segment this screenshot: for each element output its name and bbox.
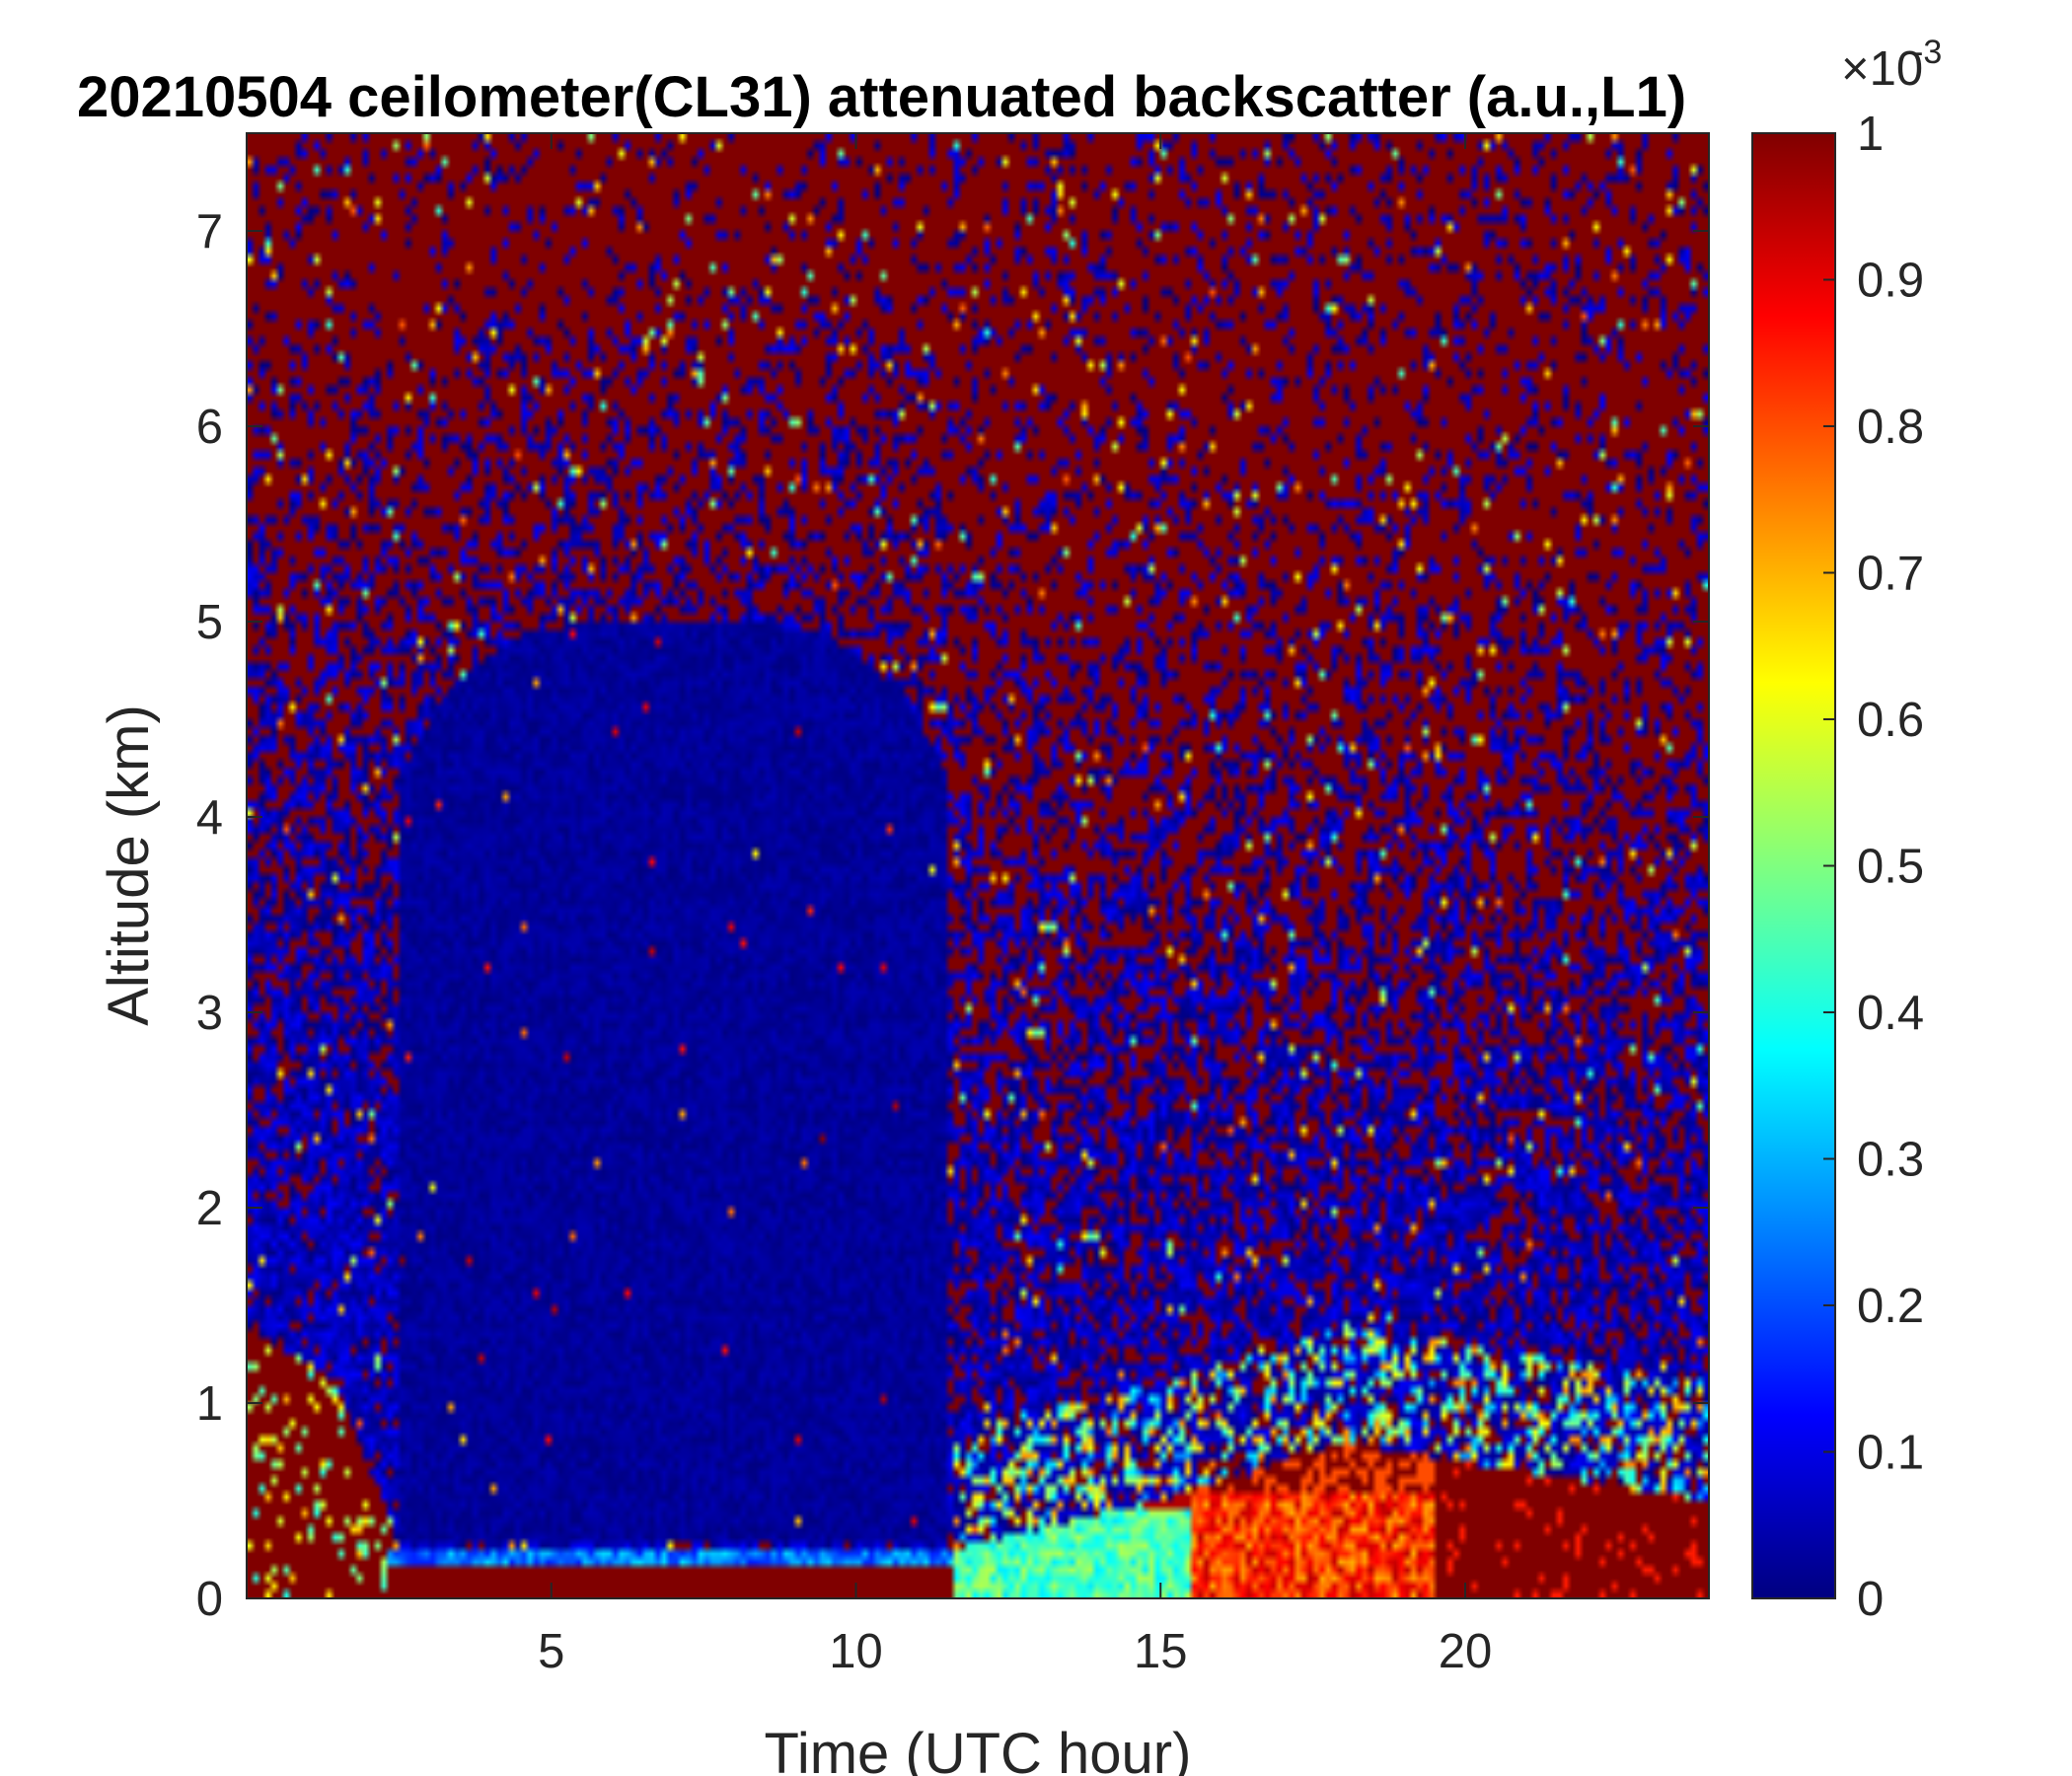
colorbar-tick-label: 0.6 — [1857, 694, 1924, 747]
x-tick-label: 5 — [538, 1625, 564, 1678]
y-ticks: 0 1 2 3 4 5 6 7 — [196, 205, 1709, 1626]
y-tick-label: 2 — [196, 1182, 223, 1235]
y-tick-label: 5 — [196, 596, 223, 649]
heatmap-raster — [247, 133, 1709, 1598]
colorbar-tick-label: 0.8 — [1857, 401, 1924, 454]
colorbar-ticks: 0 0.1 0.2 0.3 0.4 0.5 0.6 0.7 0.8 0.9 1 — [1823, 108, 1924, 1626]
colorbar-tick-label: 0 — [1857, 1573, 1884, 1626]
colorbar-tick-label: 0.2 — [1857, 1280, 1924, 1333]
colorbar-tick-label: 0.7 — [1857, 548, 1924, 601]
colorbar-tick-label: 0.5 — [1857, 841, 1924, 894]
y-axis-label: Altitude (km) — [97, 704, 161, 1026]
colorbar-exponent: -3 — [1912, 34, 1942, 71]
x-ticks: 5 10 15 20 — [538, 133, 1492, 1678]
colorbar-tick-label: 0.9 — [1857, 255, 1924, 308]
colorbar-exponent-base: ×10 — [1841, 42, 1923, 96]
x-tick-label: 15 — [1134, 1625, 1188, 1678]
colorbar — [1751, 132, 1836, 1599]
y-tick-label: 1 — [196, 1377, 223, 1431]
y-tick-label: 7 — [196, 205, 223, 259]
y-tick-label: 0 — [196, 1573, 223, 1626]
colorbar-tick-label: 0.1 — [1857, 1427, 1924, 1480]
colorbar-tick-label: 0.3 — [1857, 1134, 1924, 1187]
heatmap-image — [247, 133, 1709, 1598]
y-tick-label: 4 — [196, 791, 223, 845]
chart-title: 20210504 ceilometer(CL31) attenuated bac… — [77, 65, 1686, 129]
x-tick-label: 10 — [829, 1625, 883, 1678]
x-tick-label: 20 — [1439, 1625, 1493, 1678]
y-tick-label: 6 — [196, 401, 223, 454]
axes-frame — [246, 132, 1710, 1599]
colorbar-tick-label: 1 — [1857, 108, 1884, 161]
y-tick-label: 3 — [196, 987, 223, 1040]
colorbar-tick-label: 0.4 — [1857, 987, 1924, 1040]
x-axis-label: Time (UTC hour) — [765, 1722, 1192, 1776]
